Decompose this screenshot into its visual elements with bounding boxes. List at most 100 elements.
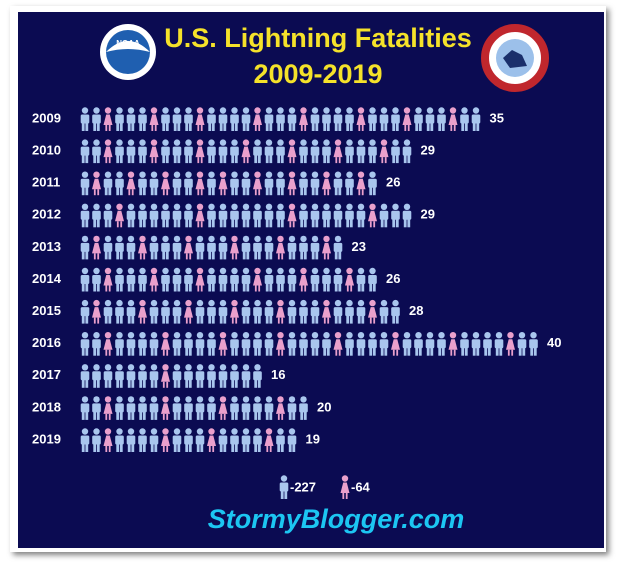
icon-leg xyxy=(173,186,177,196)
male-icon xyxy=(333,299,343,324)
icon-leg xyxy=(208,250,212,260)
icon-leg xyxy=(208,154,212,164)
icon-body xyxy=(184,339,193,349)
male-icon xyxy=(333,171,343,196)
icon-body xyxy=(333,275,343,284)
icon-leg xyxy=(450,349,453,356)
female-icon xyxy=(195,267,205,292)
icon-leg xyxy=(162,349,165,356)
male-icon xyxy=(299,203,308,228)
icon-head xyxy=(150,428,158,435)
icon-leg xyxy=(326,282,330,292)
icon-leg xyxy=(208,282,212,292)
icon-leg xyxy=(197,189,200,196)
icon-head xyxy=(380,332,388,339)
icon-head xyxy=(484,332,491,339)
icon-leg xyxy=(151,125,154,131)
icon-body xyxy=(80,339,90,349)
icon-leg xyxy=(188,186,192,196)
icon-body xyxy=(276,435,285,445)
male-icon xyxy=(333,107,343,131)
icon-head xyxy=(265,107,273,114)
icon-leg xyxy=(127,378,131,388)
icon-head xyxy=(127,364,135,371)
male-icon xyxy=(333,235,343,260)
female-icon xyxy=(92,171,101,196)
icon-leg xyxy=(304,285,307,292)
icon-head xyxy=(116,203,123,210)
icon-leg xyxy=(288,314,292,324)
male-icon xyxy=(322,107,331,131)
icon-body xyxy=(80,210,90,220)
male-icon xyxy=(138,107,147,131)
icon-head xyxy=(116,364,123,371)
icon-leg xyxy=(108,218,112,228)
male-icon xyxy=(126,203,136,228)
icon-leg xyxy=(127,122,131,131)
icon-head xyxy=(242,171,250,178)
icon-leg xyxy=(323,346,327,356)
female-icon xyxy=(322,235,331,260)
male-group xyxy=(80,139,412,164)
icon-leg xyxy=(311,250,315,260)
icon-head xyxy=(288,396,296,403)
icon-leg xyxy=(246,122,250,131)
icon-leg xyxy=(162,122,166,131)
icon-body xyxy=(218,339,228,350)
male-icon xyxy=(80,267,90,292)
male-icon xyxy=(345,139,354,164)
icon-head xyxy=(341,475,349,482)
male-icon xyxy=(92,364,101,388)
icon-leg xyxy=(395,218,399,228)
icon-leg xyxy=(327,317,330,324)
icon-body xyxy=(207,146,216,156)
icon-head xyxy=(116,171,123,178)
icon-leg xyxy=(200,250,204,260)
icon-head xyxy=(265,299,273,307)
icon-leg xyxy=(165,122,169,131)
icon-leg xyxy=(162,314,166,324)
icon-head xyxy=(346,267,353,275)
icon-leg xyxy=(162,282,166,292)
icon-head xyxy=(162,396,169,403)
icon-head xyxy=(357,171,365,178)
icon-body xyxy=(264,435,274,446)
male-icon xyxy=(299,171,308,196)
male-icon xyxy=(391,299,400,324)
icon-head xyxy=(196,139,204,146)
icon-head xyxy=(93,267,100,275)
icon-head xyxy=(127,235,135,243)
icon-leg xyxy=(327,189,330,196)
icon-leg xyxy=(96,218,100,228)
icon-leg xyxy=(116,378,120,388)
icon-head xyxy=(104,139,112,146)
icon-body xyxy=(391,307,400,317)
icon-leg xyxy=(300,186,304,196)
icon-head xyxy=(438,107,445,114)
icon-leg xyxy=(185,346,189,356)
icon-leg xyxy=(380,346,384,356)
female-icon xyxy=(276,235,285,260)
icon-head xyxy=(334,235,342,243)
icon-leg xyxy=(242,186,246,196)
icon-leg xyxy=(211,410,215,420)
icon-leg xyxy=(93,317,96,324)
icon-leg xyxy=(265,186,269,196)
male-icon xyxy=(149,332,159,356)
total-label: 16 xyxy=(271,367,285,382)
icon-leg xyxy=(507,349,510,356)
icon-leg xyxy=(231,186,235,196)
male-icon xyxy=(310,203,320,228)
icon-head xyxy=(116,396,123,403)
icon-leg xyxy=(208,446,211,452)
icon-leg xyxy=(197,125,200,131)
icon-leg xyxy=(358,125,361,131)
total-label: 20 xyxy=(317,399,331,414)
icon-leg xyxy=(173,154,177,164)
icon-leg xyxy=(257,218,261,228)
male-icon xyxy=(172,428,182,452)
year-label: 2015 xyxy=(32,303,61,318)
icon-leg xyxy=(116,250,120,260)
icon-head xyxy=(116,139,123,146)
icon-body xyxy=(80,178,90,188)
